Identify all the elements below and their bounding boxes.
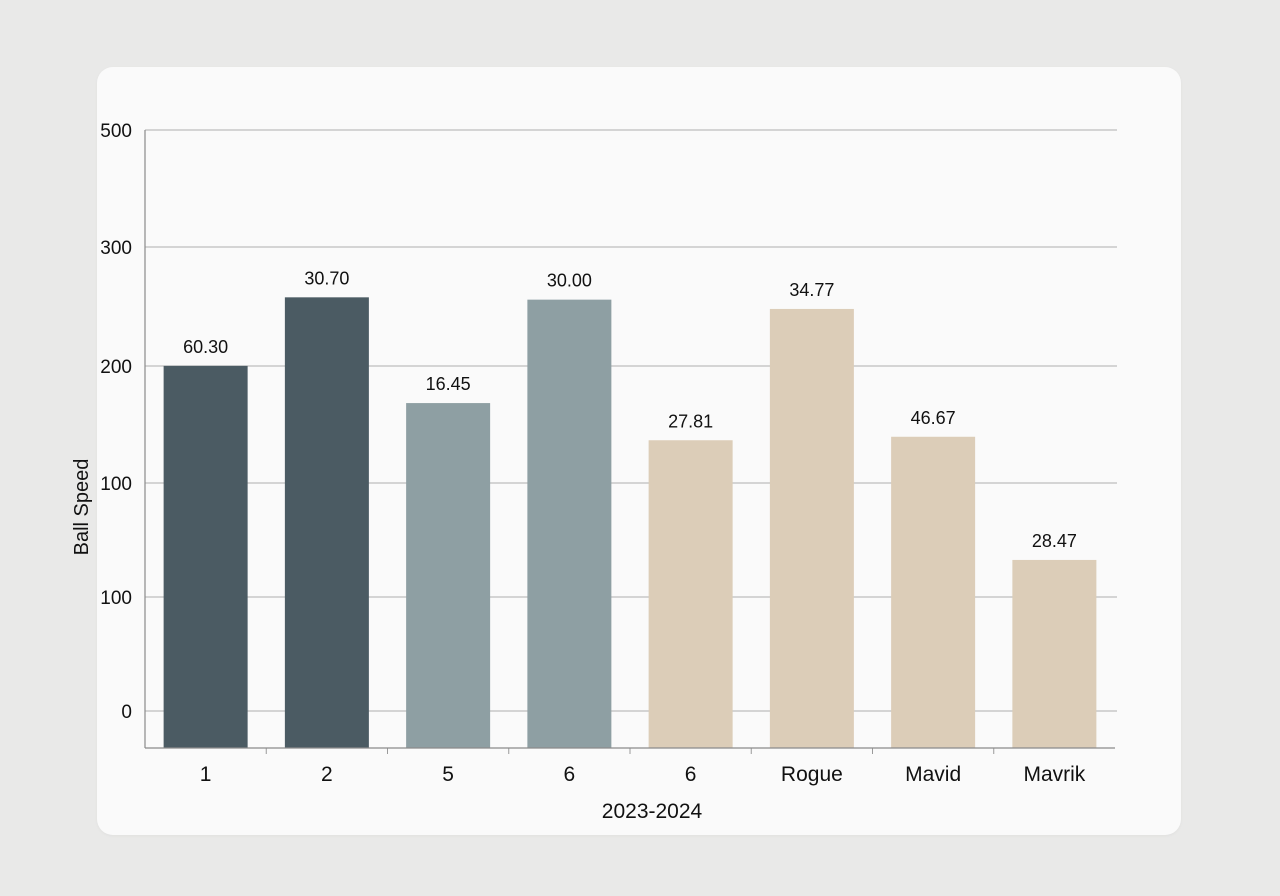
data-label: 30.70 — [304, 268, 349, 288]
bar — [891, 436, 976, 748]
y-tick-label: 200 — [100, 357, 132, 378]
y-tick-label: 0 — [121, 702, 132, 723]
data-label: 16.45 — [426, 374, 471, 394]
bar — [769, 308, 854, 748]
x-tick-label: Rogue — [781, 763, 843, 786]
bar — [1012, 559, 1097, 748]
x-tick-label: 6 — [564, 763, 576, 786]
x-tick-label: Mavid — [905, 763, 961, 786]
data-label: 30.00 — [547, 271, 592, 291]
x-tick-label: 6 — [685, 763, 697, 786]
bar — [648, 440, 733, 748]
data-label: 46.67 — [911, 408, 956, 428]
y-axis-title: Ball Speed — [71, 459, 93, 556]
x-tick-label: 5 — [442, 763, 454, 786]
x-axis-title: 2023-2024 — [602, 800, 703, 823]
data-label: 34.77 — [789, 280, 834, 300]
bars — [163, 297, 1097, 748]
data-label: 27.81 — [668, 411, 713, 431]
y-tick-label: 300 — [100, 238, 132, 259]
x-tick-label: 1 — [200, 763, 212, 786]
y-tick-label: 100 — [100, 588, 132, 609]
chart-card — [97, 67, 1181, 835]
bar — [406, 403, 491, 748]
y-tick-label: 100 — [100, 474, 132, 495]
bar — [163, 365, 248, 748]
data-label: 60.30 — [183, 337, 228, 357]
x-tick-label: 2 — [321, 763, 333, 786]
category-labels: 1 2 5 6 6 Rogue Mavid Mavrik — [200, 748, 1086, 786]
bar — [527, 299, 612, 748]
y-tick-labels: 0 100 100 200 300 500 — [100, 121, 132, 723]
data-labels: 60.30 30.70 16.45 30.00 27.81 34.77 46.67 28.47 — [183, 268, 1077, 551]
bar — [284, 297, 369, 748]
data-label: 28.47 — [1032, 531, 1077, 551]
x-tick-label: Mavrik — [1023, 763, 1085, 786]
y-tick-label: 500 — [100, 121, 132, 142]
